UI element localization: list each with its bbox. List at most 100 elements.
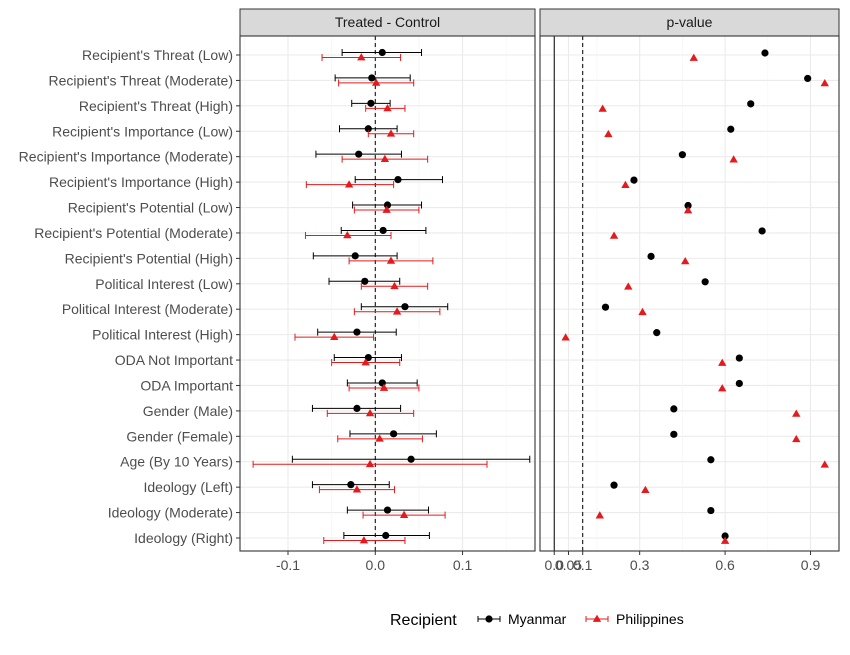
panel-border xyxy=(539,35,840,552)
estimate-point-myanmar xyxy=(347,481,355,489)
y-tick-label: Political Interest (Low) xyxy=(95,276,233,292)
y-tick-label: Recipient's Threat (Low) xyxy=(82,47,233,63)
estimate-point-myanmar xyxy=(379,226,387,235)
y-tick-label: Recipient's Potential (Low) xyxy=(68,200,233,216)
legend-title: Recipient xyxy=(390,612,457,629)
legend-label-myanmar: Myanmar xyxy=(508,611,567,627)
pvalue-point-philippines xyxy=(681,256,690,265)
estimate-point-myanmar xyxy=(383,201,392,209)
estimate-point-philippines xyxy=(365,408,375,417)
x-tick-label: 0.05 xyxy=(555,557,582,573)
pvalue-point-myanmar xyxy=(727,125,735,133)
estimate-point-philippines xyxy=(361,358,370,366)
estimate-point-philippines xyxy=(375,434,384,442)
x-tick-label: 0.1 xyxy=(573,557,593,573)
x-tick-label: 0.9 xyxy=(801,557,821,573)
estimate-point-myanmar xyxy=(353,328,361,336)
panel-effects: Treated - Control -0.1 0.0 0.1 xyxy=(239,8,536,573)
estimate-point-philippines xyxy=(344,180,354,188)
estimate-point-philippines xyxy=(357,53,366,61)
estimate-point-philippines xyxy=(386,129,396,137)
pvalue-point-myanmar xyxy=(678,151,686,159)
y-tick-label: Ideology (Moderate) xyxy=(108,505,233,521)
estimate-point-philippines xyxy=(392,307,402,315)
y-tick-label: Political Interest (High) xyxy=(92,327,233,343)
pvalue-point-myanmar xyxy=(670,430,678,438)
pvalue-point-myanmar xyxy=(804,74,812,83)
pvalue-point-philippines xyxy=(820,460,829,468)
y-tick-label: Recipient's Threat (High) xyxy=(79,98,233,114)
pvalue-point-philippines xyxy=(595,511,604,519)
estimate-point-philippines xyxy=(382,205,391,213)
pvalue-point-philippines xyxy=(718,384,727,392)
estimate-point-myanmar xyxy=(355,150,363,158)
plot-area-effects xyxy=(240,36,535,551)
panel-border xyxy=(239,35,536,552)
plot-area-pvalue xyxy=(540,36,839,551)
pvalue-point-philippines xyxy=(689,53,698,61)
y-tick-label: Recipient's Importance (Moderate) xyxy=(19,149,233,165)
pvalue-point-philippines xyxy=(641,485,650,494)
estimate-point-philippines xyxy=(365,459,375,468)
pvalue-point-philippines xyxy=(820,79,829,87)
pvalue-point-myanmar xyxy=(701,278,709,286)
panel-pvalue: p-value 0.00.050.1 0.3 0.6 0.9 xyxy=(539,8,840,573)
strip-pvalue-title: p-value xyxy=(667,14,713,30)
pvalue-point-philippines xyxy=(720,536,730,544)
legend: Recipient Myanmar Philippines xyxy=(390,611,684,629)
pvalue-point-myanmar xyxy=(707,506,715,515)
estimate-point-myanmar xyxy=(361,277,369,285)
y-tick-label: Recipient's Threat (Moderate) xyxy=(49,72,234,88)
estimate-point-myanmar xyxy=(353,404,361,412)
estimate-point-myanmar xyxy=(382,531,390,540)
estimate-point-philippines xyxy=(399,510,409,518)
pvalue-point-myanmar xyxy=(747,100,755,108)
pvalue-point-myanmar xyxy=(601,303,610,311)
pvalue-point-myanmar xyxy=(653,329,661,337)
estimate-point-philippines xyxy=(380,154,390,163)
x-tick-label: 0.3 xyxy=(630,557,650,573)
estimate-point-myanmar xyxy=(401,303,409,311)
estimate-point-myanmar xyxy=(383,506,392,514)
pvalue-point-philippines xyxy=(598,104,607,112)
y-tick-label: Recipient's Potential (Moderate) xyxy=(34,225,233,241)
pvalue-point-myanmar xyxy=(707,456,715,464)
pvalue-point-myanmar xyxy=(670,405,678,413)
estimate-point-myanmar xyxy=(364,125,372,133)
strip-pvalue xyxy=(539,8,840,37)
pvalue-point-philippines xyxy=(792,409,801,417)
pvalue-point-philippines xyxy=(792,434,801,443)
estimate-point-philippines xyxy=(352,485,362,493)
legend-key-marker-philippines xyxy=(592,614,602,622)
pvalue-point-myanmar xyxy=(610,481,618,489)
y-tick-label: Recipient's Importance (High) xyxy=(49,174,233,190)
pvalue-point-myanmar xyxy=(761,49,769,57)
x-tick-label: 0.0 xyxy=(366,557,386,573)
estimate-point-myanmar xyxy=(368,74,376,82)
estimate-point-philippines xyxy=(343,231,352,239)
estimate-point-philippines xyxy=(383,103,392,112)
pvalue-point-philippines xyxy=(718,358,727,366)
pvalue-point-myanmar xyxy=(758,227,766,235)
pvalue-point-philippines xyxy=(683,206,693,214)
y-tick-label: Political Interest (Moderate) xyxy=(62,301,233,317)
legend-label-philippines: Philippines xyxy=(616,611,684,627)
x-tick-label: 0.6 xyxy=(715,557,735,573)
pvalue-point-myanmar xyxy=(721,532,729,540)
pvalue-point-philippines xyxy=(604,129,613,138)
pvalue-point-myanmar xyxy=(647,252,655,260)
y-tick-label: Age (By 10 Years) xyxy=(120,454,233,470)
pvalue-point-philippines xyxy=(729,155,738,163)
estimate-point-myanmar xyxy=(351,252,359,260)
estimate-point-philippines xyxy=(379,383,389,391)
y-tick-label: Ideology (Left) xyxy=(144,479,234,495)
estimate-point-philippines xyxy=(386,256,396,264)
y-tick-label: Recipient's Importance (Low) xyxy=(52,123,233,139)
y-tick-label: Gender (Male) xyxy=(143,403,233,419)
estimate-point-myanmar xyxy=(378,48,386,57)
x-tick-label: -0.1 xyxy=(276,557,300,573)
x-tick-label: 0.0 xyxy=(545,557,565,573)
y-tick-label: Ideology (Right) xyxy=(134,530,233,546)
